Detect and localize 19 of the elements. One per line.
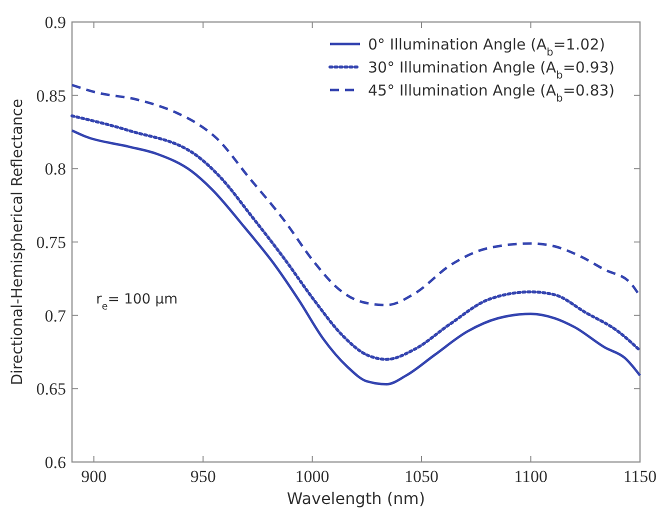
x-tick-label: 900 [81, 467, 107, 486]
legend-label: 30° Illumination Angle (A$_{b}$=0.93) [368, 58, 615, 82]
y-axis-title: Directional-Hemispherical Reflectance [8, 98, 26, 386]
y-tick-label: 0.7 [44, 306, 66, 326]
x-axis-title: Wavelength (nm) [286, 489, 426, 508]
legend-label: 0° Illumination Angle (A$_{b}$=1.02) [368, 35, 606, 58]
x-tick-label: 1100 [514, 467, 548, 486]
y-tick-label: 0.65 [36, 380, 66, 399]
x-tick-label: 950 [190, 467, 216, 486]
x-tick-label: 1050 [404, 467, 439, 486]
x-tick-label: 1150 [623, 467, 657, 486]
y-tick-label: 0.9 [44, 12, 66, 32]
annotation: r$_{e}$= 100 µm [96, 292, 178, 312]
y-tick-label: 0.75 [36, 232, 66, 252]
y-tick-label: 0.85 [36, 86, 66, 106]
y-tick-label: 0.8 [44, 160, 66, 179]
y-tick-label: 0.6 [44, 452, 66, 472]
legend-label: 45° Illumination Angle (A$_{b}$=0.83) [368, 81, 615, 104]
x-tick-label: 1000 [295, 467, 330, 486]
